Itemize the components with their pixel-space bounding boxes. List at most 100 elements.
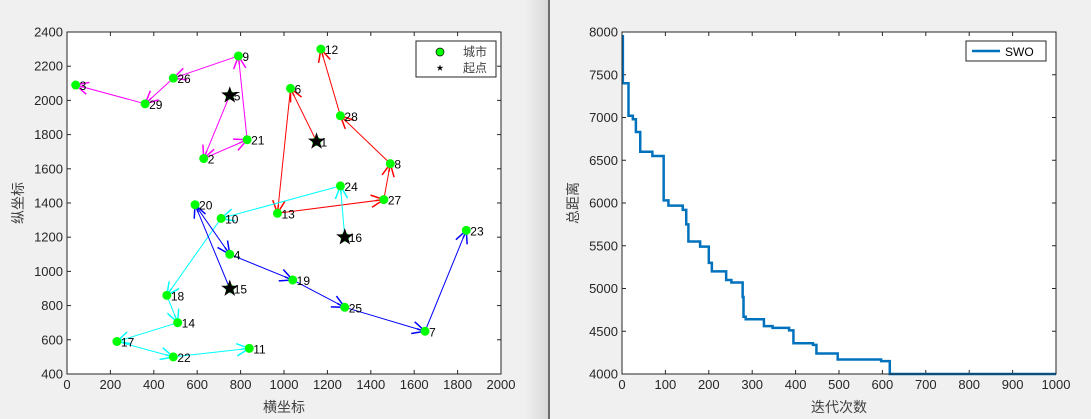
y-tick-label: 1000: [34, 264, 63, 279]
city-label: 27: [388, 194, 402, 208]
x-axis-label: 迭代次数: [811, 399, 867, 415]
y-tick-label: 5000: [589, 281, 618, 296]
x-tick-label: 600: [872, 377, 894, 392]
x-tick-label: 200: [698, 377, 720, 392]
city-label: 12: [325, 43, 339, 57]
panel-divider-shade: [525, 0, 548, 419]
x-tick-label: 200: [100, 377, 122, 392]
city-point: [244, 343, 254, 353]
x-tick-label: 500: [828, 377, 850, 392]
city-label: 25: [349, 301, 363, 315]
start-point-star-icon: [307, 132, 326, 149]
city-label: 14: [182, 317, 196, 331]
legend-city-marker: [435, 47, 445, 57]
route-segment: [340, 115, 391, 165]
city-label: 13: [281, 207, 295, 221]
route-segment: [116, 341, 174, 358]
city-point: [112, 337, 122, 347]
y-tick-label: 4000: [589, 367, 618, 382]
x-tick-label: 700: [915, 377, 937, 392]
y-tick-label: 1200: [34, 230, 63, 245]
x-tick-label: 800: [230, 377, 252, 392]
route-segment: [194, 204, 231, 255]
plot-area: [622, 32, 1056, 374]
start-point-star-icon: [221, 279, 239, 296]
city-point: [140, 99, 150, 109]
y-tick-label: 6000: [589, 196, 618, 211]
city-label: 26: [177, 72, 191, 86]
x-tick-label: 1600: [400, 377, 429, 392]
city-point: [199, 154, 209, 164]
city-point: [168, 352, 178, 362]
city-label: 3: [80, 79, 87, 93]
y-tick-label: 2400: [34, 25, 63, 40]
x-tick-label: 100: [655, 377, 677, 392]
route-segment: [116, 322, 178, 342]
city-point: [190, 200, 200, 210]
city-point: [340, 302, 350, 312]
city-label: 2: [208, 153, 215, 167]
city-point: [335, 111, 345, 121]
y-tick-label: 7000: [589, 110, 618, 125]
city-label: 21: [251, 134, 265, 148]
y-axis-label: 总距离: [565, 182, 581, 224]
route-segment: [320, 48, 341, 116]
city-label: 7: [429, 325, 436, 339]
city-point: [272, 208, 282, 218]
city-point: [225, 249, 235, 259]
legend-city-label: 城市: [463, 44, 487, 59]
city-point: [288, 275, 298, 285]
city-label: 4: [234, 248, 241, 262]
start-point-star-icon: [336, 228, 354, 245]
y-tick-label: 1400: [34, 196, 63, 211]
route-segment: [194, 204, 231, 289]
city-point: [316, 44, 326, 54]
x-tick-label: 0: [618, 377, 625, 392]
x-tick-label: 800: [958, 377, 980, 392]
city-point: [335, 181, 345, 191]
city-label: 17: [121, 336, 135, 350]
city-point: [242, 135, 252, 145]
route-segment: [229, 253, 293, 281]
route-segment: [237, 55, 248, 140]
route-segment: [292, 279, 345, 308]
city-point: [162, 290, 172, 300]
start-point-star-icon: [221, 86, 239, 103]
city-point: [71, 80, 81, 90]
y-tick-label: 2200: [34, 59, 63, 74]
city-label: 19: [297, 274, 311, 288]
city-point: [168, 73, 178, 83]
panel-splitter[interactable]: [548, 0, 550, 419]
city-label: 6: [295, 82, 302, 96]
x-tick-label: 300: [741, 377, 763, 392]
route-segment: [220, 185, 341, 219]
city-label: 29: [149, 98, 163, 112]
route-segment: [173, 55, 239, 79]
x-tick-label: 1000: [270, 377, 299, 392]
y-tick-label: 8000: [589, 25, 618, 40]
route-segment: [277, 199, 384, 214]
city-point: [233, 51, 243, 61]
city-point: [216, 213, 226, 223]
city-label: 23: [470, 224, 484, 238]
y-tick-label: 6500: [589, 153, 618, 168]
y-tick-label: 1800: [34, 127, 63, 142]
x-tick-label: 400: [785, 377, 807, 392]
legend-box: [965, 40, 1047, 62]
city-label: 10: [225, 212, 239, 226]
city-label: 18: [171, 289, 185, 303]
route-segment: [166, 218, 222, 296]
city-point: [385, 159, 395, 169]
route-segment: [276, 88, 292, 214]
axes-frame: [621, 31, 1057, 375]
y-tick-label: 600: [41, 332, 63, 347]
city-point: [379, 195, 389, 205]
x-tick-label: 900: [1002, 377, 1024, 392]
city-point: [420, 326, 430, 336]
route-segment: [203, 95, 231, 159]
x-tick-label: 600: [186, 377, 208, 392]
y-tick-label: 2000: [34, 93, 63, 108]
y-tick-label: 5500: [589, 238, 618, 253]
route-segment: [290, 88, 317, 142]
